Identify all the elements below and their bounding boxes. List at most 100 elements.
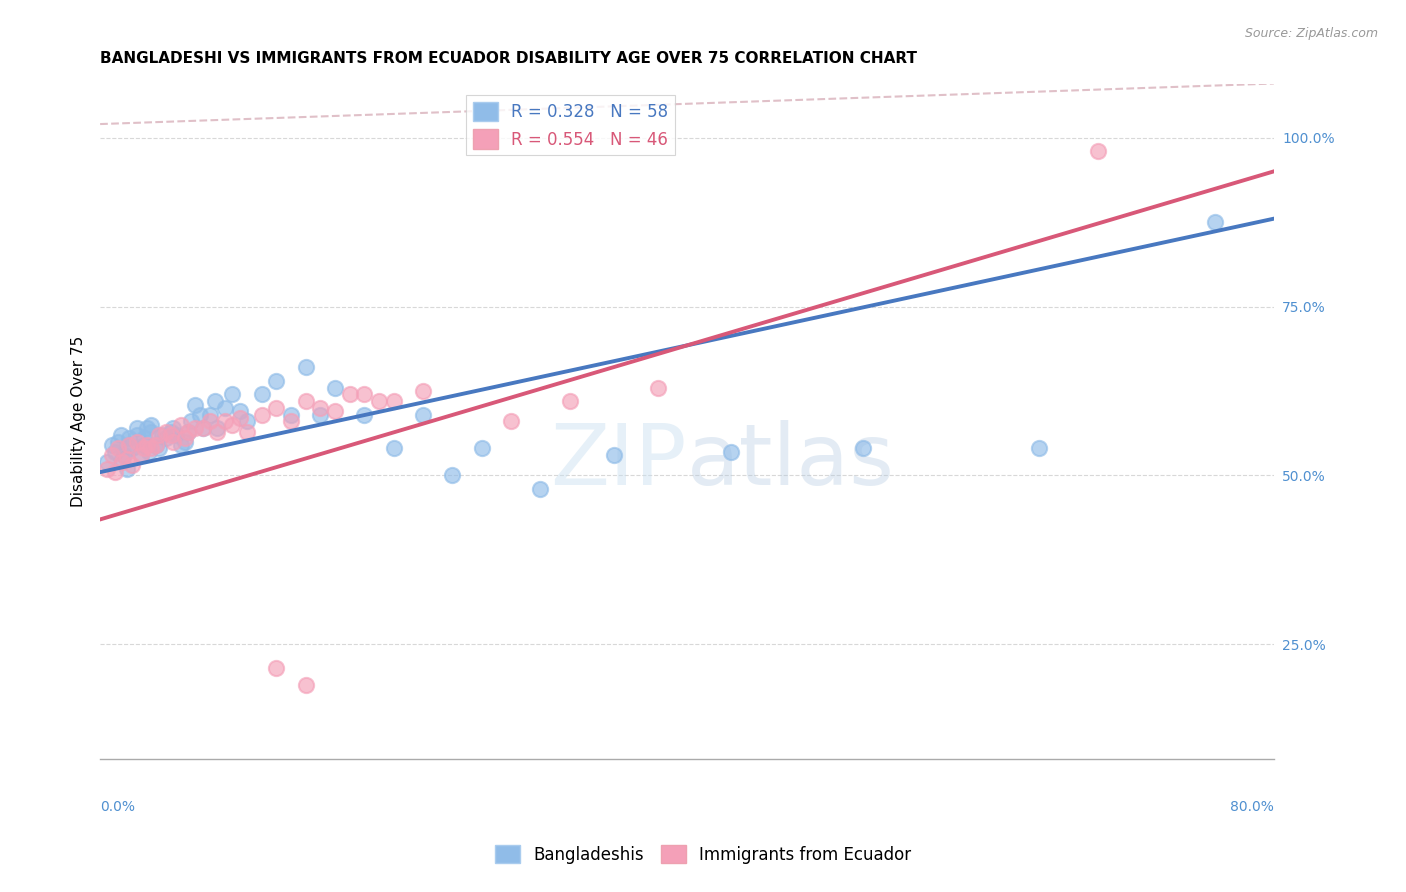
Point bbox=[174, 434, 197, 449]
Point bbox=[264, 661, 287, 675]
Point bbox=[111, 455, 134, 469]
Point bbox=[198, 414, 221, 428]
Point bbox=[165, 428, 187, 442]
Point bbox=[529, 482, 551, 496]
Point bbox=[382, 442, 405, 456]
Point bbox=[412, 384, 434, 398]
Point bbox=[141, 442, 163, 456]
Point bbox=[115, 451, 138, 466]
Point bbox=[264, 401, 287, 415]
Point bbox=[382, 394, 405, 409]
Point bbox=[107, 442, 129, 456]
Point bbox=[115, 461, 138, 475]
Point bbox=[323, 381, 346, 395]
Point bbox=[96, 461, 118, 475]
Point bbox=[228, 404, 250, 418]
Point bbox=[141, 425, 163, 439]
Point bbox=[191, 421, 214, 435]
Point bbox=[150, 428, 173, 442]
Point bbox=[138, 445, 160, 459]
Point bbox=[280, 408, 302, 422]
Point bbox=[177, 425, 200, 439]
Point bbox=[499, 414, 522, 428]
Point bbox=[170, 417, 193, 432]
Point bbox=[264, 374, 287, 388]
Point bbox=[155, 431, 177, 445]
Point bbox=[145, 438, 167, 452]
Point bbox=[134, 442, 156, 456]
Legend: R = 0.328   N = 58, R = 0.554   N = 46: R = 0.328 N = 58, R = 0.554 N = 46 bbox=[467, 95, 675, 155]
Point bbox=[180, 414, 202, 428]
Point bbox=[134, 431, 156, 445]
Point bbox=[129, 448, 152, 462]
Point bbox=[250, 387, 273, 401]
Point bbox=[162, 421, 184, 435]
Point bbox=[250, 408, 273, 422]
Point bbox=[294, 678, 316, 692]
Point bbox=[184, 398, 207, 412]
Point bbox=[294, 360, 316, 375]
Point bbox=[367, 394, 389, 409]
Point bbox=[145, 438, 167, 452]
Point bbox=[1087, 144, 1109, 158]
Point bbox=[159, 428, 181, 442]
Text: Source: ZipAtlas.com: Source: ZipAtlas.com bbox=[1244, 27, 1378, 40]
Point bbox=[236, 425, 259, 439]
Point bbox=[221, 417, 243, 432]
Point bbox=[162, 434, 184, 449]
Point bbox=[118, 438, 141, 452]
Point bbox=[134, 438, 156, 452]
Text: 80.0%: 80.0% bbox=[1230, 800, 1274, 814]
Text: ZIP: ZIP bbox=[551, 420, 688, 503]
Point bbox=[471, 442, 494, 456]
Point bbox=[148, 442, 170, 456]
Point bbox=[236, 414, 259, 428]
Point bbox=[441, 468, 464, 483]
Point bbox=[96, 455, 118, 469]
Point bbox=[720, 445, 742, 459]
Point bbox=[125, 434, 148, 449]
Point bbox=[280, 414, 302, 428]
Point bbox=[309, 401, 332, 415]
Point bbox=[155, 425, 177, 439]
Point bbox=[125, 421, 148, 435]
Point bbox=[602, 448, 624, 462]
Point bbox=[852, 442, 875, 456]
Point bbox=[104, 445, 127, 459]
Point bbox=[177, 425, 200, 439]
Point bbox=[118, 438, 141, 452]
Point bbox=[1204, 215, 1226, 229]
Point bbox=[136, 421, 159, 435]
Point bbox=[112, 448, 135, 462]
Point bbox=[101, 448, 124, 462]
Point bbox=[184, 421, 207, 435]
Point bbox=[121, 442, 143, 456]
Point bbox=[121, 458, 143, 473]
Point bbox=[111, 451, 134, 466]
Point bbox=[104, 465, 127, 479]
Point bbox=[207, 421, 229, 435]
Point bbox=[170, 438, 193, 452]
Point bbox=[221, 387, 243, 401]
Point bbox=[647, 381, 669, 395]
Point bbox=[101, 438, 124, 452]
Text: atlas: atlas bbox=[688, 420, 896, 503]
Point bbox=[353, 408, 375, 422]
Point bbox=[214, 401, 236, 415]
Point bbox=[174, 431, 197, 445]
Point bbox=[214, 414, 236, 428]
Legend: Bangladeshis, Immigrants from Ecuador: Bangladeshis, Immigrants from Ecuador bbox=[488, 838, 918, 871]
Point bbox=[159, 425, 181, 439]
Point bbox=[1028, 442, 1050, 456]
Point bbox=[309, 408, 332, 422]
Point bbox=[228, 411, 250, 425]
Text: 0.0%: 0.0% bbox=[100, 800, 135, 814]
Point bbox=[323, 404, 346, 418]
Point bbox=[141, 417, 163, 432]
Text: BANGLADESHI VS IMMIGRANTS FROM ECUADOR DISABILITY AGE OVER 75 CORRELATION CHART: BANGLADESHI VS IMMIGRANTS FROM ECUADOR D… bbox=[100, 51, 917, 66]
Point bbox=[204, 394, 226, 409]
Point bbox=[136, 438, 159, 452]
Point bbox=[148, 428, 170, 442]
Point bbox=[412, 408, 434, 422]
Point bbox=[118, 431, 141, 445]
